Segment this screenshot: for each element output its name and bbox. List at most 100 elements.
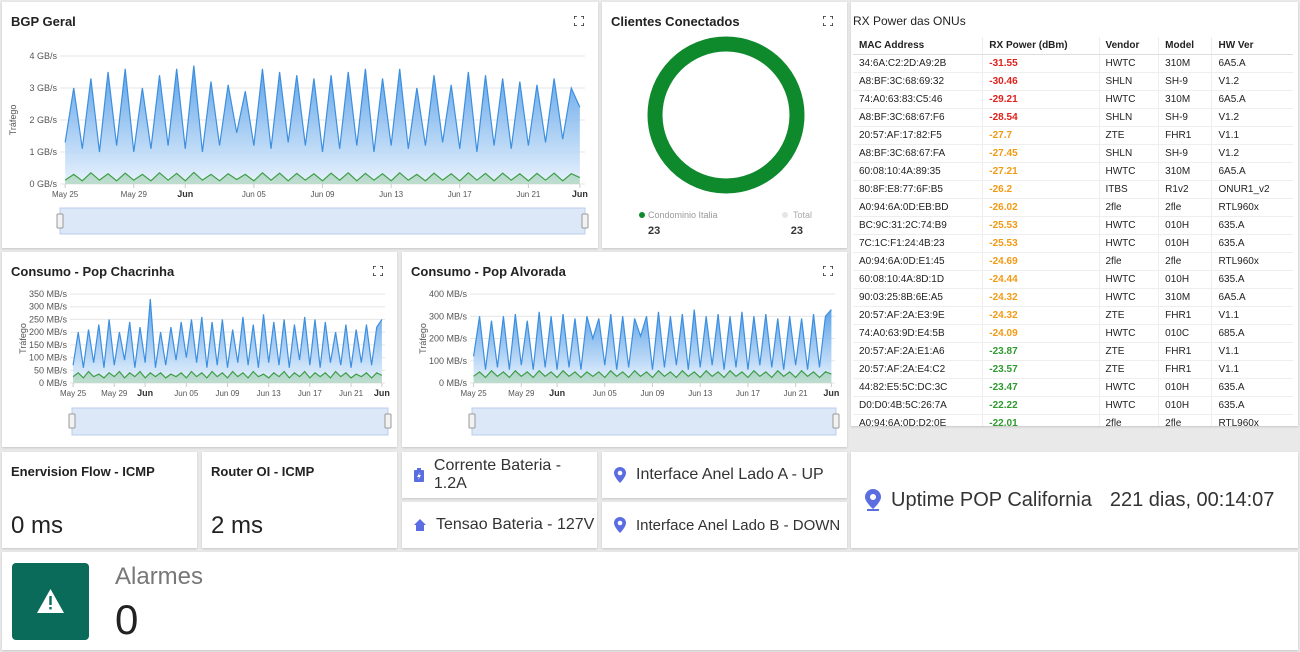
- x-tick-label: Jun 21: [784, 389, 809, 398]
- interface-a[interactable]: Interface Anel Lado A - UP: [602, 452, 847, 498]
- table-cell: 20:57:AF:2A:E4:C2: [853, 360, 983, 379]
- table-row: A8:BF:3C:68:69:32 -30.46 SHLN SH-9 V1.2: [853, 72, 1293, 91]
- x-tick-label: Jun: [549, 388, 565, 398]
- y-tick-label: 200 MB/s: [29, 327, 68, 337]
- area-fill: [65, 65, 580, 184]
- battery-icon: [414, 468, 424, 482]
- y-tick-label: 3 GB/s: [29, 83, 57, 93]
- chart: 0 MB/s 50 MB/s 100 MB/s 150 MB/s 200 MB/s 250…: [18, 289, 392, 436]
- table-cell: A0:94:6A:0D:EB:BD: [853, 198, 983, 217]
- table-cell: -26.2: [982, 180, 1099, 199]
- table-cell: 6A5.A: [1211, 90, 1293, 109]
- table-cell: -27.21: [982, 162, 1099, 181]
- y-tick-label: 150 MB/s: [29, 340, 68, 350]
- area-fill: [73, 371, 382, 383]
- y-tick-label: 250 MB/s: [29, 314, 68, 324]
- table-row: 20:57:AF:2A:E1:A6 -23.87 ZTE FHR1 V1.1: [853, 342, 1293, 361]
- table-cell: 635.A: [1211, 234, 1293, 253]
- panel-title: Consumo - Pop Chacrinha: [11, 264, 175, 279]
- table-cell: -23.57: [982, 360, 1099, 379]
- table-cell: 310M: [1158, 54, 1212, 73]
- table-cell: SH-9: [1158, 108, 1212, 127]
- y-tick-label: 0 MB/s: [39, 378, 68, 388]
- x-tick-label: Jun 21: [339, 389, 364, 398]
- table-cell: ZTE: [1098, 360, 1159, 379]
- navigator: [71, 407, 389, 436]
- x-tick-label: Jun 17: [448, 190, 473, 199]
- y-tick-label: 300 MB/s: [29, 302, 68, 312]
- table-cell: 20:57:AF:17:82:F5: [853, 126, 983, 145]
- table-cell: 2fle: [1158, 252, 1212, 271]
- column-header: RX Power (dBm): [982, 37, 1099, 55]
- x-tick-label: Jun 09: [310, 190, 335, 199]
- column-header: HW Ver: [1211, 37, 1293, 55]
- table-cell: 2fle: [1158, 414, 1212, 426]
- stat-value: 0 ms: [11, 512, 64, 539]
- table-cell: HWTC: [1098, 216, 1159, 235]
- table-cell: ITBS: [1098, 180, 1159, 199]
- x-tick-label: Jun 13: [688, 389, 713, 398]
- table-cell: 6A5.A: [1211, 54, 1293, 73]
- table-cell: 74:A0:63:9D:E4:5B: [853, 324, 983, 343]
- table-cell: A0:94:6A:0D:D2:0E: [853, 414, 983, 426]
- x-tick-label: Jun 21: [516, 190, 541, 199]
- table-cell: 2fle: [1158, 198, 1212, 217]
- navigator-handle[interactable]: [832, 413, 840, 429]
- navigator-handle[interactable]: [384, 413, 392, 429]
- y-tick-label: 50 MB/s: [34, 365, 68, 375]
- table-cell: 010H: [1158, 396, 1212, 415]
- x-tick-label: May 25: [460, 389, 487, 398]
- alarm-value: 0: [115, 596, 139, 643]
- pin-icon: [614, 467, 626, 483]
- table-cell: 20:57:AF:2A:E3:9E: [853, 306, 983, 325]
- bgp-panel: BGP Geral 0 GB/s 1 GB/s 2 GB/s 3 GB/s 4 GB/s M…: [2, 2, 598, 248]
- table-row: A0:94:6A:0D:E1:45 -24.69 2fle 2fle RTL960x: [853, 252, 1293, 271]
- table-cell: HWTC: [1098, 90, 1159, 109]
- table-row: 90:03:25:8B:6E:A5 -24.32 HWTC 310M 6A5.A: [853, 288, 1293, 307]
- navigator-handle[interactable]: [468, 413, 476, 429]
- table-cell: FHR1: [1158, 126, 1212, 145]
- donut-slice: [647, 36, 805, 194]
- table-cell: SH-9: [1158, 72, 1212, 91]
- x-tick-label: May 29: [121, 190, 148, 199]
- battery-current[interactable]: Corrente Bateria - 1.2A: [402, 452, 597, 498]
- table-cell: 310M: [1158, 162, 1212, 181]
- table-cell: 635.A: [1211, 216, 1293, 235]
- table-cell: 010H: [1158, 234, 1212, 253]
- interface-b[interactable]: Interface Anel Lado B - DOWN: [602, 502, 847, 548]
- x-tick-label: May 25: [52, 190, 79, 199]
- table-cell: 44:82:E5:5C:DC:3C: [853, 378, 983, 397]
- battery-voltage[interactable]: Tensao Bateria - 127V: [402, 502, 597, 548]
- table-cell: 6A5.A: [1211, 162, 1293, 181]
- table-row: A8:BF:3C:68:67:F6 -28.54 SHLN SH-9 V1.2: [853, 108, 1293, 127]
- x-tick-label: Jun: [177, 189, 193, 199]
- alarm-panel: Alarmes 0: [2, 552, 1298, 650]
- navigator-handle[interactable]: [68, 413, 76, 429]
- uptime-value: 221 dias, 00:14:07: [1109, 488, 1275, 511]
- table-cell: V1.2: [1211, 144, 1293, 163]
- table-row: 20:57:AF:2A:E3:9E -24.32 ZTE FHR1 V1.1: [853, 306, 1293, 325]
- table-cell: R1v2: [1158, 180, 1212, 199]
- table-cell: 74:A0:63:83:C5:46: [853, 90, 983, 109]
- series-line: [72, 370, 383, 379]
- y-tick-label: 0 MB/s: [439, 378, 468, 388]
- column-header: Vendor: [1098, 37, 1159, 55]
- button-label: Tensao Bateria - 127V: [436, 516, 595, 533]
- table-cell: 310M: [1158, 90, 1212, 109]
- table-cell: -30.46: [982, 72, 1099, 91]
- y-tick-label: 100 MB/s: [29, 353, 68, 363]
- table-cell: HWTC: [1098, 162, 1159, 181]
- table-cell: ZTE: [1098, 126, 1159, 145]
- x-tick-label: Jun: [137, 388, 153, 398]
- x-tick-label: Jun 13: [379, 190, 404, 199]
- navigator-handle[interactable]: [581, 213, 589, 229]
- series-line: [64, 171, 581, 182]
- table-cell: 2fle: [1098, 198, 1159, 217]
- table-cell: A8:BF:3C:68:69:32: [853, 72, 983, 91]
- table-cell: 7C:1C:F1:24:4B:23: [853, 234, 983, 253]
- table-cell: HWTC: [1098, 54, 1159, 73]
- table-cell: 34:6A:C2:2D:A9:2B: [853, 54, 983, 73]
- navigator-handle[interactable]: [56, 213, 64, 229]
- table-row: 74:A0:63:83:C5:46 -29.21 HWTC 310M 6A5.A: [853, 90, 1293, 109]
- legend-value: 23: [791, 225, 803, 237]
